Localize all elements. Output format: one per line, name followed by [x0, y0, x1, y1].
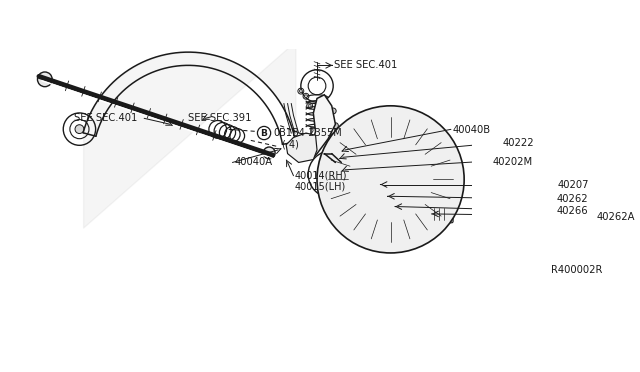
Circle shape	[300, 90, 302, 93]
Circle shape	[263, 147, 275, 159]
Text: 0B1B4-2355M: 0B1B4-2355M	[273, 128, 342, 138]
Text: SEE SEC.391: SEE SEC.391	[188, 113, 252, 124]
Circle shape	[305, 95, 307, 98]
Text: 40014(RH): 40014(RH)	[295, 171, 348, 181]
Circle shape	[356, 153, 366, 163]
Text: B: B	[260, 129, 268, 138]
Circle shape	[332, 123, 339, 129]
Text: SEE SEC.401: SEE SEC.401	[334, 60, 397, 70]
Text: R400002R: R400002R	[551, 265, 602, 275]
Text: ( 4): ( 4)	[282, 140, 299, 150]
Circle shape	[75, 125, 84, 134]
Text: 40262: 40262	[556, 194, 588, 204]
Text: 40266: 40266	[556, 206, 588, 216]
Text: 40015(LH): 40015(LH)	[295, 182, 346, 192]
Text: 40040A: 40040A	[235, 157, 273, 167]
Circle shape	[296, 141, 307, 151]
Circle shape	[324, 167, 339, 182]
Circle shape	[330, 137, 336, 143]
Circle shape	[378, 166, 404, 193]
Circle shape	[330, 108, 336, 114]
Circle shape	[308, 104, 311, 107]
Polygon shape	[311, 95, 335, 157]
FancyBboxPatch shape	[429, 205, 453, 223]
Text: 40262A: 40262A	[596, 212, 635, 222]
Circle shape	[397, 209, 407, 219]
Text: 40040B: 40040B	[452, 125, 490, 135]
Circle shape	[397, 139, 407, 150]
Circle shape	[422, 174, 433, 185]
Text: 40207: 40207	[557, 180, 589, 189]
Text: 40202M: 40202M	[492, 157, 532, 167]
Text: 40222: 40222	[502, 138, 534, 148]
Circle shape	[38, 72, 52, 87]
Circle shape	[257, 126, 271, 140]
Text: SEE SEC.401: SEE SEC.401	[74, 113, 138, 124]
Circle shape	[356, 196, 366, 206]
Circle shape	[317, 106, 464, 253]
Polygon shape	[286, 133, 317, 163]
